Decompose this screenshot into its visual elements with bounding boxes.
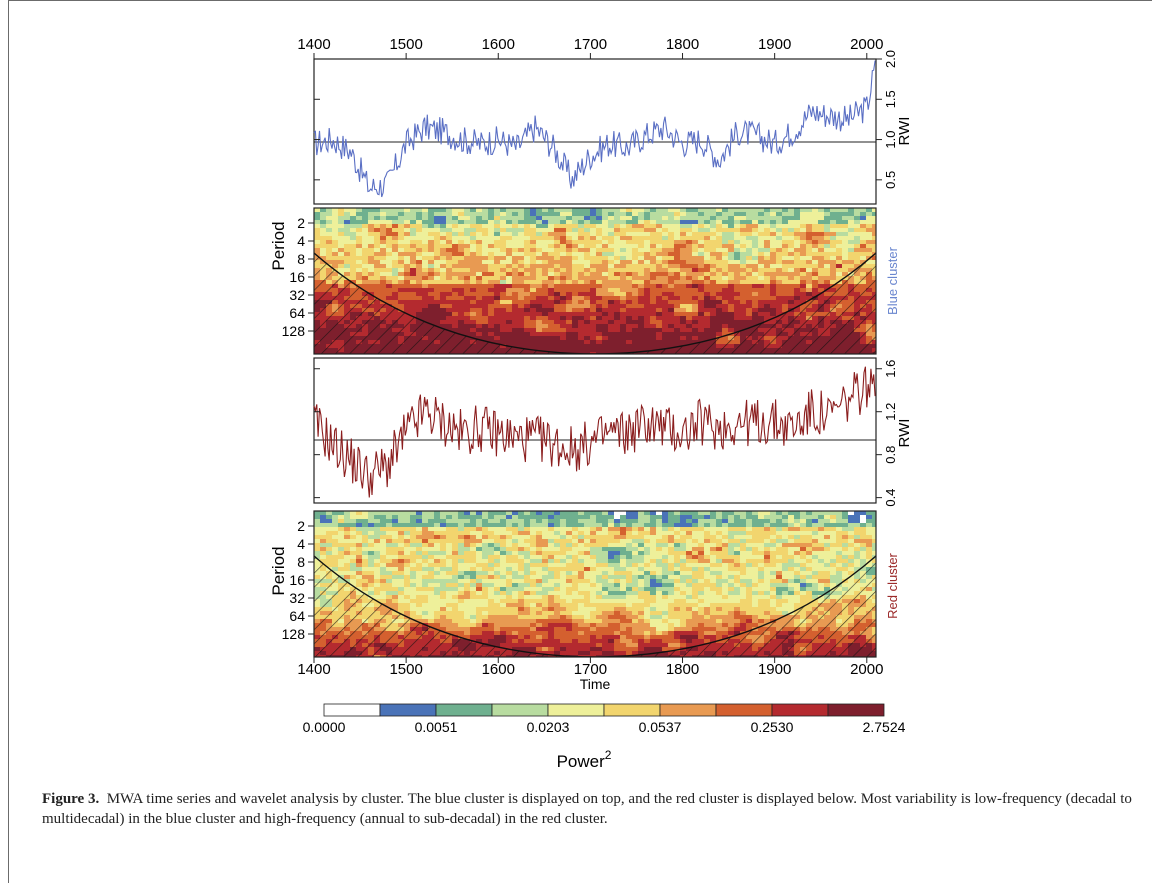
time-tick-label: 1400 xyxy=(297,661,330,678)
colorbar-swatch xyxy=(659,703,717,717)
time-tick-label: 1900 xyxy=(758,36,791,53)
red-rwi-series xyxy=(313,366,876,498)
cone-of-influence xyxy=(314,556,876,657)
figure-caption: Figure 3. MWA time series and wavelet an… xyxy=(42,789,1147,829)
rwi-tick-label: 1.6 xyxy=(883,360,898,378)
red-period-label: Period xyxy=(269,546,288,595)
rwi-tick-label: 1.5 xyxy=(883,90,898,108)
time-tick-label: 1500 xyxy=(389,661,422,678)
coi-boundary xyxy=(314,252,876,354)
period-tick-label: 4 xyxy=(297,536,305,552)
time-tick-label: 1600 xyxy=(482,661,515,678)
blue-period-label: Period xyxy=(269,221,288,270)
red-rwi-label: RWI xyxy=(896,419,913,448)
period-tick-label: 64 xyxy=(289,305,305,321)
period-tick-label: 2 xyxy=(297,215,305,231)
bottom-axis: 1400 1500 1600 1700 1800 1900 2000 xyxy=(297,657,883,678)
colorbar-swatch xyxy=(547,703,605,717)
time-tick-label: 1400 xyxy=(297,36,330,53)
blue-rwi-panel xyxy=(313,58,877,205)
blue-rwi-label: RWI xyxy=(896,117,913,146)
time-tick-label: 1700 xyxy=(574,661,607,678)
colorbar-swatch xyxy=(435,703,493,717)
colorbar-tick-label: 0.0203 xyxy=(527,719,570,735)
time-tick-label: 1800 xyxy=(666,36,699,53)
colorbar-tick-label: 0.2530 xyxy=(751,719,794,735)
time-tick-label: 1800 xyxy=(666,661,699,678)
colorbar: 0.0000 0.0051 0.0203 0.0537 0.2530 2.7524 xyxy=(303,703,906,735)
rwi-tick-label: 0.8 xyxy=(883,446,898,464)
top-axis: 1400 1500 1600 1700 1800 1900 2000 xyxy=(297,36,883,59)
period-tick-label: 16 xyxy=(289,572,305,588)
red-period-axis: 2 4 8 16 32 64 128 xyxy=(282,518,314,642)
period-tick-label: 2 xyxy=(297,518,305,534)
period-tick-label: 128 xyxy=(282,323,306,339)
period-tick-label: 32 xyxy=(289,287,305,303)
period-tick-label: 128 xyxy=(282,626,306,642)
caption-label: Figure 3. xyxy=(42,791,100,807)
figure-frame: 1400 1500 1600 1700 1800 1900 2000 0.5 1.0 1.5 2.… xyxy=(8,0,1152,883)
rwi-tick-label: 1.2 xyxy=(883,403,898,421)
red-cluster-label: Red cluster xyxy=(885,552,900,618)
time-tick-label: 1700 xyxy=(574,36,607,53)
rwi-tick-label: 0.5 xyxy=(883,171,898,189)
blue-rwi-axis: 0.5 1.0 1.5 2.0 xyxy=(314,50,898,189)
time-tick-label: 2000 xyxy=(850,36,883,53)
colorbar-swatch xyxy=(603,703,661,717)
colorbar-swatch xyxy=(771,703,829,717)
caption-text: MWA time series and wavelet analysis by … xyxy=(42,791,1132,827)
colorbar-swatch xyxy=(715,703,773,717)
colorbar-swatch xyxy=(827,703,885,717)
time-tick-label: 1900 xyxy=(758,661,791,678)
blue-cluster-label: Blue cluster xyxy=(885,246,900,315)
colorbar-tick-label: 0.0000 xyxy=(303,719,346,735)
red-rwi-panel xyxy=(313,357,877,504)
period-tick-label: 4 xyxy=(297,233,305,249)
colorbar-swatch xyxy=(379,703,437,717)
coi-boundary xyxy=(314,555,876,657)
blue-wavelet-panel xyxy=(314,208,876,354)
colorbar-tick-label: 2.7524 xyxy=(863,719,906,735)
rwi-tick-label: 0.4 xyxy=(883,489,898,507)
period-tick-label: 32 xyxy=(289,590,305,606)
colorbar-label: Power2 xyxy=(557,748,612,771)
red-wavelet-panel xyxy=(314,511,876,657)
figure-graphic: 1400 1500 1600 1700 1800 1900 2000 0.5 1.0 1.5 2.… xyxy=(269,36,913,771)
red-rwi-axis: 0.4 0.8 1.2 1.6 xyxy=(314,360,898,507)
time-tick-label: 1500 xyxy=(389,36,422,53)
time-tick-label: 2000 xyxy=(850,661,883,678)
blue-rwi-series xyxy=(313,60,876,198)
period-tick-label: 8 xyxy=(297,554,305,570)
colorbar-tick-label: 0.0537 xyxy=(639,719,682,735)
colorbar-swatch xyxy=(491,703,549,717)
time-tick-label: 1600 xyxy=(482,36,515,53)
colorbar-swatch xyxy=(323,703,381,717)
period-tick-label: 8 xyxy=(297,251,305,267)
blue-period-axis: 2 4 8 16 32 64 128 xyxy=(282,215,314,339)
cone-of-influence xyxy=(314,253,876,354)
period-tick-label: 64 xyxy=(289,608,305,624)
rwi-tick-label: 1.0 xyxy=(883,131,898,149)
x-axis-label: Time xyxy=(580,676,611,692)
period-tick-label: 16 xyxy=(289,269,305,285)
rwi-tick-label: 2.0 xyxy=(883,50,898,68)
colorbar-tick-label: 0.0051 xyxy=(415,719,458,735)
